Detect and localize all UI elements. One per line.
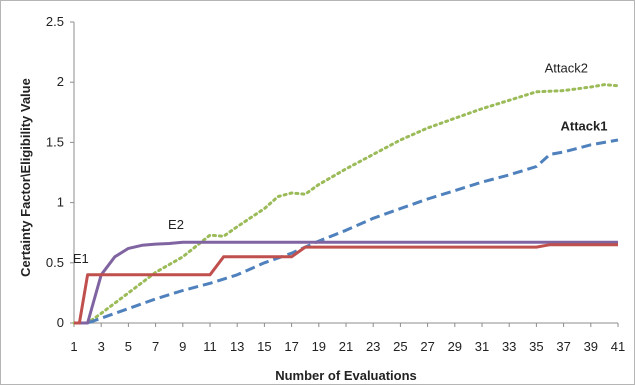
- series-label-e2: E2: [168, 217, 184, 232]
- x-tick-label: 37: [556, 339, 570, 354]
- x-tick-label: 31: [475, 339, 489, 354]
- x-tick-label: 1: [70, 339, 77, 354]
- x-tick-label: 23: [366, 339, 380, 354]
- x-tick-label: 35: [529, 339, 543, 354]
- series-line-attack2: [72, 83, 620, 325]
- series-group: [72, 83, 620, 325]
- series-label-group: Attack2 Attack1 E2 E1: [73, 61, 608, 266]
- x-tick-label: 27: [420, 339, 434, 354]
- y-axis-title: Certainty Factor\Eligibility Value: [18, 78, 33, 277]
- x-tick-label: 39: [584, 339, 598, 354]
- x-tick-label: 19: [312, 339, 326, 354]
- x-tick-label: 15: [257, 339, 271, 354]
- y-tick-group: 0 0.5 1 1.5 2 2.5: [46, 14, 74, 330]
- y-tick-label: 2: [57, 74, 64, 89]
- x-tick-label: 7: [152, 339, 159, 354]
- x-tick-label: 41: [611, 339, 625, 354]
- series-line-e1: [74, 243, 618, 325]
- x-tick-label: 33: [502, 339, 516, 354]
- x-tick-label: 5: [125, 339, 132, 354]
- x-tick-label: 13: [230, 339, 244, 354]
- x-tick-label: 25: [393, 339, 407, 354]
- y-tick-label: 2.5: [46, 14, 64, 29]
- series-label-attack1: Attack1: [561, 118, 608, 133]
- x-tick-label: 21: [339, 339, 353, 354]
- y-tick-label: 1: [57, 195, 64, 210]
- y-tick-label: 1.5: [46, 134, 64, 149]
- series-line-attack1: [74, 138, 619, 325]
- x-tick-label: 3: [98, 339, 105, 354]
- x-tick-group: 1 3 5 7 9 11 13 15 17 19 21 23 25 27 29 31 33 35 37 39 41: [70, 323, 625, 354]
- x-tick-label: 11: [203, 339, 217, 354]
- series-label-e1: E1: [73, 251, 89, 266]
- x-tick-label: 9: [179, 339, 186, 354]
- y-tick-label: 0: [57, 315, 64, 330]
- y-tick-label: 0.5: [46, 255, 64, 270]
- series-label-attack2: Attack2: [545, 61, 588, 76]
- x-tick-label: 29: [448, 339, 462, 354]
- x-tick-label: 17: [284, 339, 298, 354]
- x-axis-title: Number of Evaluations: [275, 368, 417, 383]
- series-line-e2: [74, 240, 618, 325]
